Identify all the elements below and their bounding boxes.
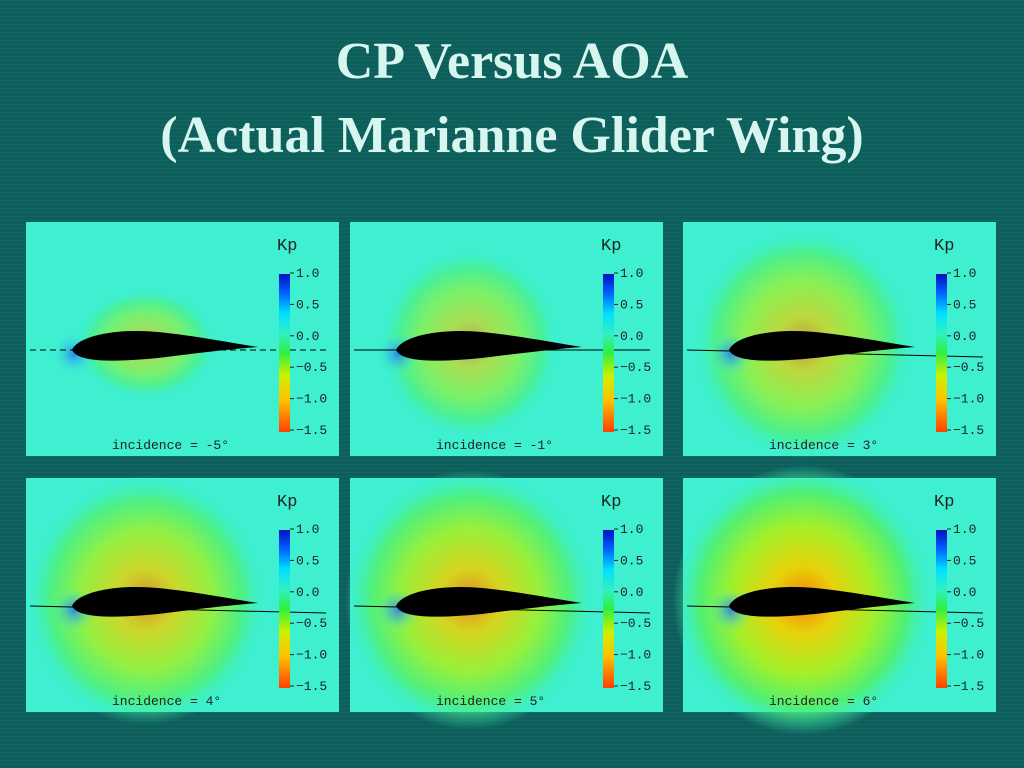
colorbar: [603, 530, 614, 688]
colorbar-label: Kp: [601, 493, 621, 512]
colorbar-tick-label: 0.5: [620, 297, 643, 312]
colorbar-label: Kp: [934, 237, 954, 256]
colorbar-tick-label: 1.0: [296, 522, 319, 537]
colorbar-tick-label: 0.0: [296, 329, 319, 344]
colorbar-tick-label: −0.5: [953, 360, 984, 375]
colorbar-tick-label: 0.5: [953, 553, 976, 568]
colorbar-tick-label: −0.5: [296, 360, 327, 375]
incidence-caption: incidence = 4°: [112, 694, 221, 709]
colorbar-tick-label: 1.0: [953, 522, 976, 537]
colorbar-tick-label: −1.0: [953, 392, 984, 407]
title-line: CP Versus AOA: [336, 33, 689, 90]
colorbar-tick-label: 0.0: [620, 329, 643, 344]
colorbar-tick-label: −1.5: [953, 423, 984, 438]
colorbar-tick-label: −1.0: [296, 648, 327, 663]
colorbar: [603, 274, 614, 432]
colorbar-tick-label: −1.5: [620, 679, 651, 694]
incidence-caption: incidence = 5°: [436, 694, 545, 709]
airfoil: [729, 330, 915, 361]
airfoil: [729, 586, 915, 617]
colorbar-tick-label: 1.0: [296, 266, 319, 281]
colorbar-tick-label: 0.5: [620, 553, 643, 568]
colorbar-tick-label: 1.0: [620, 522, 643, 537]
colorbar-tick-label: 0.5: [953, 297, 976, 312]
colorbar-tick-label: 0.0: [953, 585, 976, 600]
colorbar-tick-label: −0.5: [620, 360, 651, 375]
title-line: (Actual Marianne Glider Wing): [160, 107, 863, 164]
incidence-caption: incidence = -1°: [436, 438, 553, 453]
colorbar-tick-label: −1.5: [620, 423, 651, 438]
airfoil: [396, 330, 582, 361]
colorbar-tick-label: −0.5: [620, 616, 651, 631]
cp-panel: Kp 1.0 0.5 0.0 −0.5 −1.0 −1.5 incidence = -5°: [26, 222, 339, 456]
colorbar-tick-label: −1.0: [620, 392, 651, 407]
incidence-caption: incidence = -5°: [112, 438, 229, 453]
colorbar-label: Kp: [277, 493, 297, 512]
colorbar-tick-label: 1.0: [953, 266, 976, 281]
colorbar-tick-label: 0.5: [296, 553, 319, 568]
colorbar-tick-label: −1.5: [296, 423, 327, 438]
cp-panel: Kp 1.0 0.5 0.0 −0.5 −1.0 −1.5 incidence = -1°: [350, 222, 663, 456]
colorbar-tick-label: −1.0: [620, 648, 651, 663]
colorbar-tick-label: 0.0: [296, 585, 319, 600]
colorbar-label: Kp: [601, 237, 621, 256]
colorbar-tick-label: 0.5: [296, 297, 319, 312]
cp-panel: Kp 1.0 0.5 0.0 −0.5 −1.0 −1.5 incidence = 5°: [345, 470, 663, 730]
airfoil: [72, 586, 258, 617]
colorbar: [936, 274, 947, 432]
colorbar: [279, 274, 290, 432]
incidence-caption: incidence = 6°: [769, 694, 878, 709]
colorbar-tick-label: −1.5: [296, 679, 327, 694]
colorbar-tick-label: −1.0: [953, 648, 984, 663]
colorbar-label: Kp: [277, 237, 297, 256]
colorbar-tick-label: 0.0: [620, 585, 643, 600]
colorbar-tick-label: −1.5: [953, 679, 984, 694]
incidence-caption: incidence = 3°: [769, 438, 878, 453]
colorbar-tick-label: −0.5: [953, 616, 984, 631]
colorbar: [936, 530, 947, 688]
cp-panel: Kp 1.0 0.5 0.0 −0.5 −1.0 −1.5 incidence = 3°: [683, 222, 996, 459]
colorbar-tick-label: −0.5: [296, 616, 327, 631]
cp-panel: Kp 1.0 0.5 0.0 −0.5 −1.0 −1.5 incidence = 6°: [673, 465, 996, 735]
colorbar-tick-label: 1.0: [620, 266, 643, 281]
colorbar-tick-label: −1.0: [296, 392, 327, 407]
colorbar-label: Kp: [934, 493, 954, 512]
airfoil: [396, 586, 582, 617]
airfoil: [72, 330, 258, 361]
colorbar: [279, 530, 290, 688]
cp-panel: Kp 1.0 0.5 0.0 −0.5 −1.0 −1.5 incidence = 4°: [26, 475, 339, 725]
colorbar-tick-label: 0.0: [953, 329, 976, 344]
